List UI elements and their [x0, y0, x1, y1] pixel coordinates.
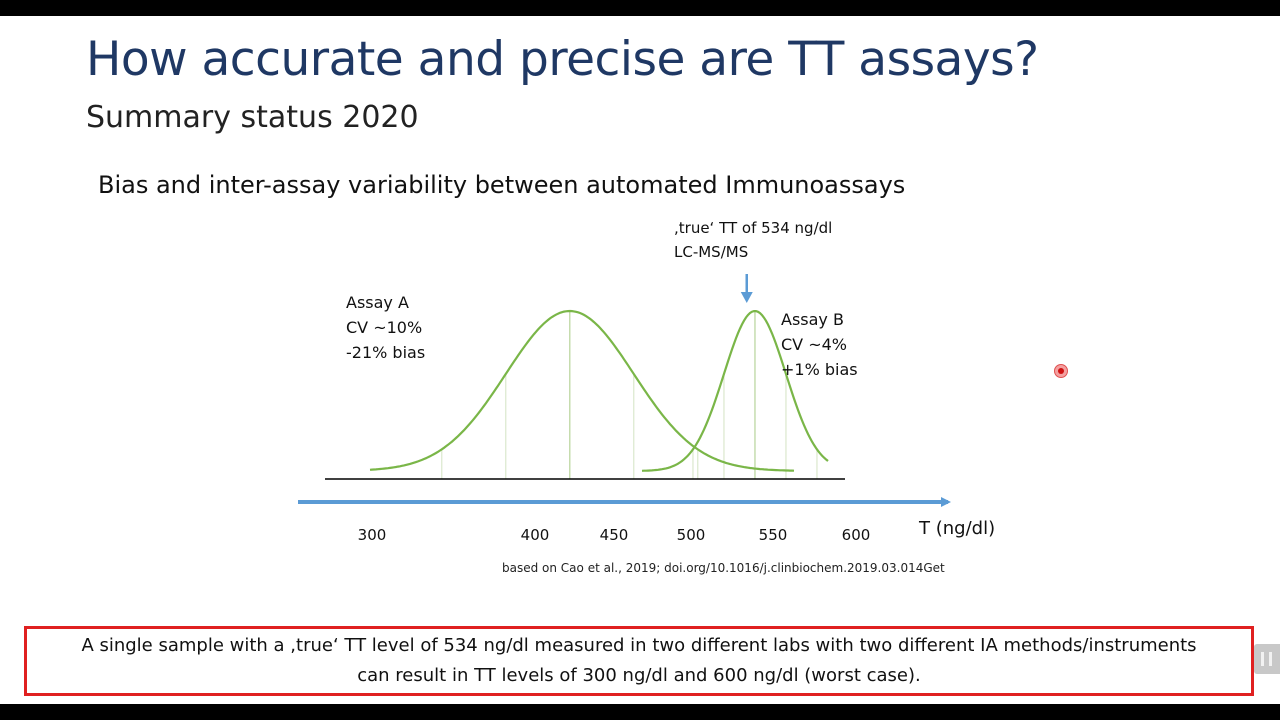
slide-title: How accurate and precise are TT assays? [86, 32, 1039, 87]
distribution-chart: 300 400 450 500 550 600 T (ng/dl) [298, 274, 995, 544]
citation: based on Cao et al., 2019; doi.org/10.10… [502, 561, 945, 575]
true-value-label: ,true‘ TT of 534 ng/dl LC-MS/MS [674, 216, 832, 264]
conclusion-box: A single sample with a ,true‘ TT level o… [24, 626, 1254, 696]
true-value-arrow [740, 274, 753, 303]
slide-subtitle: Summary status 2020 [86, 100, 419, 135]
true-value-line-2: LC-MS/MS [674, 243, 749, 261]
conclusion-text: A single sample with a ,true‘ TT level o… [81, 635, 1197, 686]
x-tick-label-400: 400 [521, 526, 550, 544]
x-tick-label-550: 550 [759, 526, 788, 544]
pointer-dot-icon [1054, 364, 1068, 378]
x-tick-label-450: 450 [600, 526, 629, 544]
assay-b-cv: CV ~4% [781, 335, 847, 354]
x-tick-label-500: 500 [677, 526, 706, 544]
assay-a-bias: -21% bias [346, 343, 426, 362]
assay-b-label: Assay B CV ~4% +1% bias [781, 307, 858, 382]
true-value-line-1: ,true‘ TT of 534 ng/dl [674, 219, 833, 237]
assay-a-curve [369, 309, 795, 472]
assay-b-bias: +1% bias [781, 360, 858, 379]
presentation-slide: How accurate and precise are TT assays? … [0, 16, 1280, 704]
x-axis-label: T (ng/dl) [918, 518, 995, 539]
assay-b-name: Assay B [781, 310, 844, 329]
assay-a-name: Assay A [346, 293, 409, 312]
assay-b-curve [641, 310, 829, 472]
player-controls-icon[interactable] [1254, 644, 1280, 674]
x-tick-label-300: 300 [358, 526, 387, 544]
assay-a-cv: CV ~10% [346, 318, 423, 337]
x-tick-label-600: 600 [842, 526, 871, 544]
assay-a-label: Assay A CV ~10% -21% bias [346, 290, 425, 365]
section-heading: Bias and inter-assay variability between… [98, 171, 906, 199]
